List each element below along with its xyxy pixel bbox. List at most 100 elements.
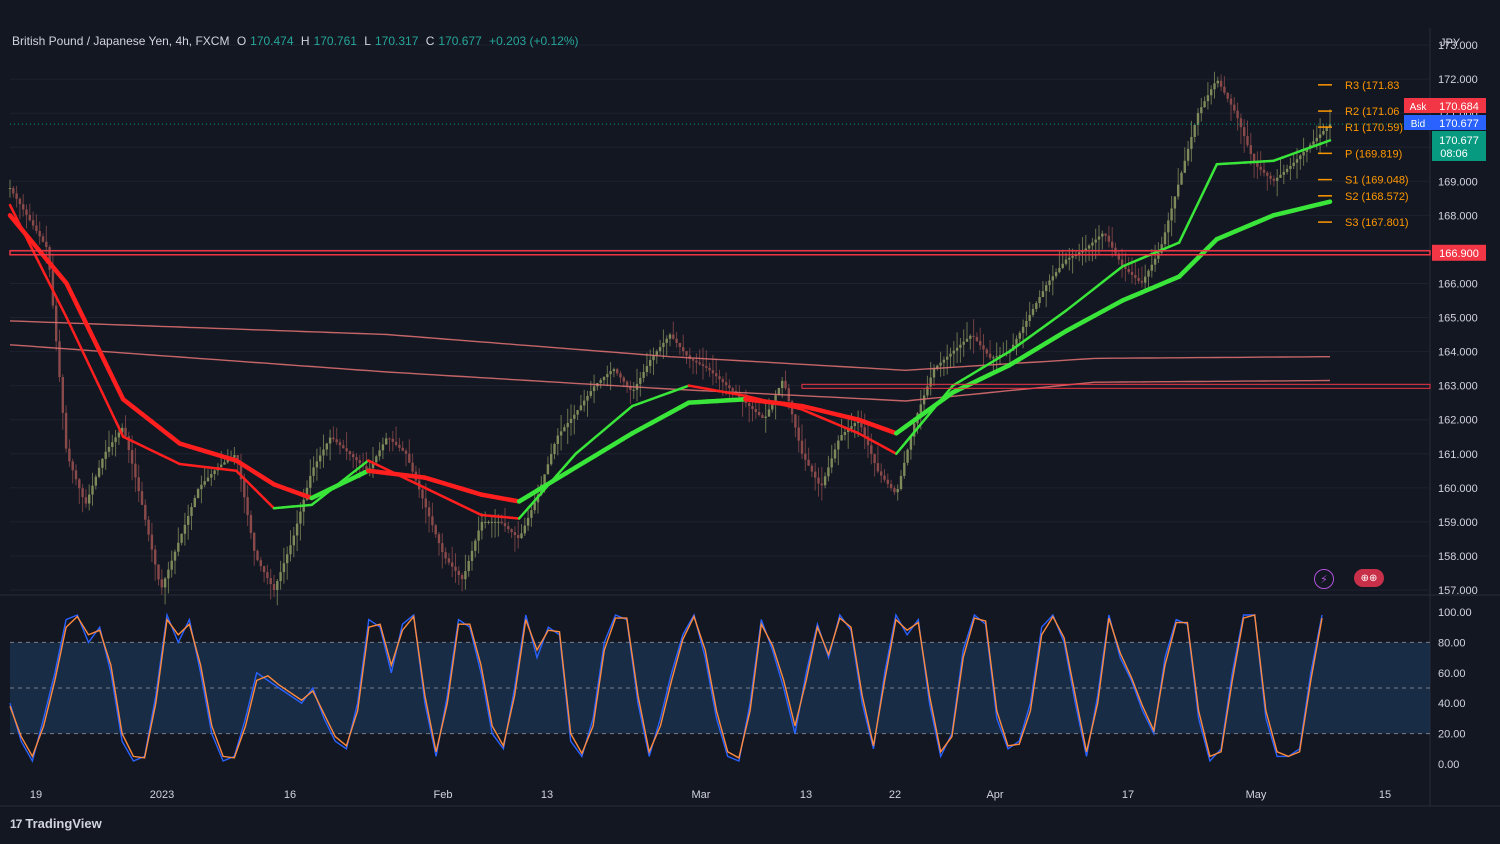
candle-body [952, 350, 955, 354]
ribbon-fast [1234, 161, 1247, 165]
candle-body [767, 409, 771, 417]
ribbon-fast [678, 384, 691, 391]
candle-body [477, 530, 480, 541]
y-tick-label: 169.000 [1438, 176, 1478, 188]
candle-body [523, 525, 526, 534]
ribbon-fast [791, 405, 804, 411]
ribbon-fast [763, 399, 775, 404]
candle-body [1051, 276, 1054, 281]
candle-body [464, 571, 467, 580]
x-tick-label: 16 [284, 789, 296, 801]
candle-body [1150, 264, 1153, 271]
ribbon-fast [659, 391, 672, 398]
candle-body [1028, 314, 1031, 321]
ribbon-fast [338, 474, 351, 484]
candle-body [157, 564, 160, 580]
candle-body [173, 551, 177, 561]
candle-body [573, 414, 576, 419]
ribbon-fast [913, 418, 926, 433]
candle-body [22, 204, 25, 210]
ribbon-fast [395, 472, 408, 480]
ribbon-fast [291, 504, 304, 508]
pivot-label: S2 (168.572) [1345, 191, 1409, 203]
ribbon-fast [433, 491, 445, 499]
ribbon-fast [1177, 221, 1190, 244]
pivot-label: S1 (169.048) [1345, 175, 1409, 187]
candle-body [1229, 98, 1233, 105]
candle-body [602, 377, 606, 381]
candle-body [355, 457, 358, 461]
candle-body [622, 377, 625, 382]
candle-body [665, 338, 668, 343]
ribbon-fast [621, 404, 634, 416]
ribbon-fast [895, 441, 907, 455]
candle-body [196, 489, 200, 499]
symbol-header: British Pound / Japanese Yen, 4h, FXCM O… [12, 34, 583, 48]
candle-body [1180, 172, 1183, 185]
ribbon-fast [84, 355, 97, 379]
candle-body [982, 345, 985, 350]
candle-body [850, 426, 853, 430]
pivot-label: R2 (171.06 [1345, 106, 1399, 118]
ribbon-fast [263, 497, 276, 510]
candle-body [8, 188, 12, 190]
candle-body [282, 563, 286, 573]
ribbon-fast [93, 375, 106, 399]
ribbon-fast [1093, 279, 1105, 290]
ribbon-fast [1111, 265, 1124, 276]
symbol-title[interactable]: British Pound / Japanese Yen, 4h, FXCM [12, 34, 230, 48]
candle-body [441, 543, 444, 553]
bid-price: 170.677 [1439, 118, 1479, 130]
candle-body [25, 209, 28, 215]
candle-body [619, 373, 622, 378]
candle-body [342, 445, 345, 449]
candle-body [906, 449, 909, 463]
candle-body [751, 406, 754, 410]
candle-body [724, 382, 728, 386]
candle-body [1282, 171, 1285, 175]
lightning-icon[interactable]: ⚡ [1314, 569, 1334, 589]
candle-body [592, 386, 596, 392]
ribbon-fast [829, 420, 841, 427]
candle-body [1318, 134, 1322, 138]
candle-body [15, 193, 18, 199]
candle-body [170, 560, 173, 570]
ribbon-fast [1159, 245, 1171, 252]
ribbon-fast [838, 424, 851, 431]
candle-body [41, 236, 45, 242]
candle-body [781, 380, 784, 389]
candle-body [315, 461, 319, 468]
candle-body [586, 395, 589, 401]
candle-body [599, 380, 602, 384]
uk-japan-flags-icon[interactable]: ⊕⊕ [1354, 569, 1384, 587]
candle-body [903, 462, 906, 476]
candle-body [480, 521, 484, 531]
stoch-tick-label: 60.00 [1438, 668, 1466, 680]
candle-body [130, 450, 134, 464]
candle-body [645, 366, 649, 372]
ribbon-fast [961, 373, 973, 382]
candle-body [1107, 235, 1111, 242]
candle-body [269, 578, 272, 585]
tradingview-logo[interactable]: 17 TradingView [10, 816, 102, 831]
candle-body [695, 360, 698, 363]
candle-body [55, 305, 58, 342]
ribbon-fast [876, 442, 889, 450]
candle-body [18, 198, 22, 205]
x-tick-label: Mar [692, 789, 711, 801]
candle-body [675, 338, 678, 343]
y-tick-label: 158.000 [1438, 551, 1478, 563]
open-label: O [236, 34, 247, 48]
candle-body [936, 365, 939, 369]
candle-body [609, 371, 612, 375]
candle-body [1134, 274, 1137, 278]
ribbon-fast [1017, 336, 1030, 346]
candle-body [876, 463, 880, 472]
candle-body [1163, 232, 1167, 245]
candle-body [748, 403, 751, 407]
candle-body [64, 412, 68, 449]
ribbon-fast [819, 416, 832, 423]
candle-body [437, 534, 441, 544]
candle-body [1266, 172, 1269, 176]
